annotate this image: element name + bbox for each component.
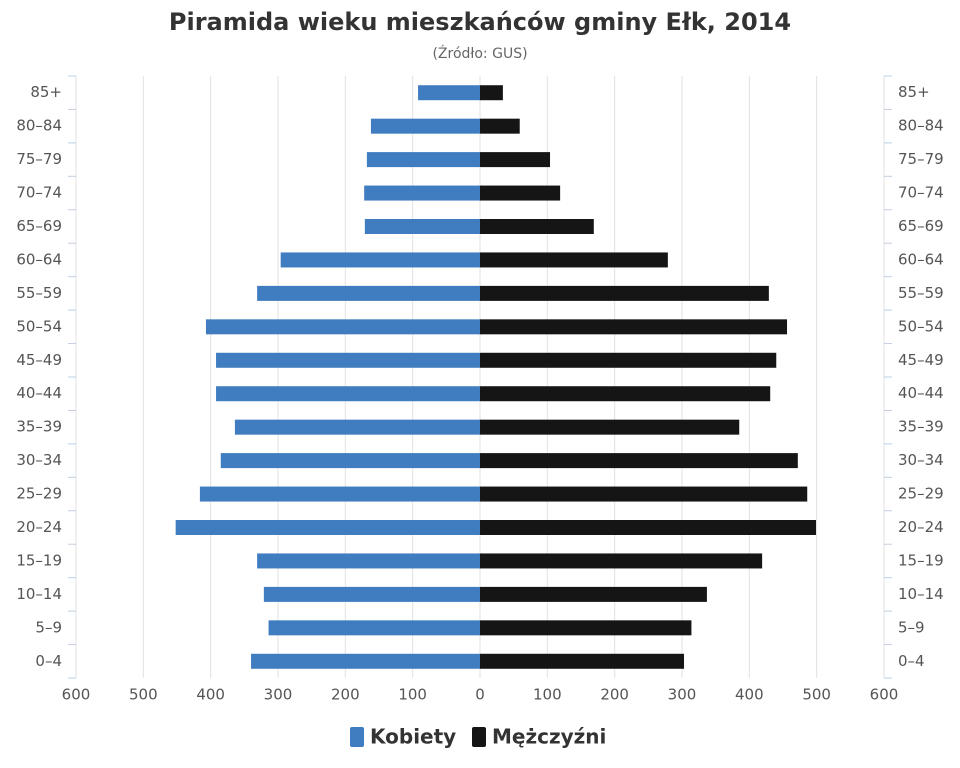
y-tick-label-right: 10–14	[898, 585, 944, 603]
y-tick-label: 85+	[30, 83, 62, 101]
y-tick-label: 60–64	[16, 250, 62, 268]
y-tick-label: 50–54	[16, 317, 62, 335]
bar	[480, 252, 668, 268]
bar	[418, 85, 480, 101]
bar	[216, 352, 480, 368]
y-tick-label-right: 50–54	[898, 317, 944, 335]
bar	[480, 386, 771, 402]
bar	[480, 185, 561, 201]
y-tick-label: 15–19	[16, 551, 62, 569]
bar	[480, 352, 777, 368]
bar	[480, 553, 763, 569]
y-tick-label-right: 80–84	[898, 117, 944, 135]
chart-title: Piramida wieku mieszkańców gminy Ełk, 20…	[169, 8, 791, 36]
y-tick-label: 25–29	[16, 485, 62, 503]
bar	[480, 453, 798, 469]
x-tick-label: 0	[475, 686, 485, 704]
chart-subtitle: (Źródło: GUS)	[432, 44, 527, 62]
y-tick-label: 55–59	[16, 284, 62, 302]
bar	[480, 586, 707, 602]
y-tick-label: 65–69	[16, 217, 62, 235]
x-tick-label: 100	[533, 686, 562, 704]
y-tick-label-right: 75–79	[898, 150, 944, 168]
bar	[480, 219, 594, 234]
bar	[280, 252, 480, 268]
bar	[257, 285, 480, 301]
bar	[480, 419, 740, 435]
y-tick-label: 35–39	[16, 418, 62, 436]
bar	[480, 486, 808, 502]
y-tick-label: 40–44	[16, 384, 62, 402]
legend-label[interactable]: Kobiety	[370, 725, 456, 749]
bar	[268, 620, 480, 636]
y-tick-label: 30–34	[16, 451, 62, 469]
y-tick-label-right: 20–24	[898, 518, 944, 536]
y-tick-label: 45–49	[16, 351, 62, 369]
y-tick-label-right: 65–69	[898, 217, 944, 235]
x-tick-label: 200	[600, 686, 629, 704]
x-tick-label: 600	[870, 686, 899, 704]
y-tick-label: 10–14	[16, 585, 62, 603]
bar	[175, 520, 481, 535]
legend-label[interactable]: Mężczyźni	[492, 725, 606, 749]
bar	[366, 152, 480, 168]
bar	[216, 386, 480, 402]
x-tick-label: 100	[398, 686, 427, 704]
y-tick-label-right: 70–74	[898, 184, 944, 202]
y-tick-label-right: 0–4	[898, 652, 925, 670]
y-tick-label-right: 60–64	[898, 250, 944, 268]
y-tick-label: 20–24	[16, 518, 62, 536]
x-tick-label: 400	[735, 686, 764, 704]
y-tick-label-right: 45–49	[898, 351, 944, 369]
y-tick-label: 80–84	[16, 117, 62, 135]
bar	[480, 85, 503, 101]
x-tick-label: 500	[129, 686, 158, 704]
legend-swatch[interactable]	[472, 727, 486, 747]
y-tick-label-right: 55–59	[898, 284, 944, 302]
y-tick-label-right: 15–19	[898, 551, 944, 569]
x-tick-label: 500	[802, 686, 831, 704]
bar	[220, 453, 480, 469]
bar	[480, 285, 769, 301]
y-tick-label-right: 5–9	[898, 618, 925, 636]
y-tick-label-right: 25–29	[898, 485, 944, 503]
bar	[251, 653, 480, 669]
bar	[480, 152, 551, 168]
bar	[205, 319, 480, 335]
y-tick-label: 75–79	[16, 150, 62, 168]
bar	[364, 185, 480, 201]
y-tick-label-right: 85+	[898, 83, 930, 101]
bar	[263, 586, 480, 602]
y-tick-label-right: 30–34	[898, 451, 944, 469]
x-tick-label: 300	[668, 686, 697, 704]
bar	[480, 653, 685, 669]
x-tick-label: 600	[62, 686, 91, 704]
bar	[480, 118, 520, 134]
y-tick-label: 70–74	[16, 184, 62, 202]
y-tick-label-right: 40–44	[898, 384, 944, 402]
x-tick-label: 400	[196, 686, 225, 704]
x-tick-label: 200	[331, 686, 360, 704]
y-tick-label-right: 35–39	[898, 418, 944, 436]
bar	[364, 219, 480, 234]
x-tick-label: 300	[264, 686, 293, 704]
bar	[370, 118, 480, 134]
y-tick-label: 5–9	[35, 618, 62, 636]
bar	[480, 319, 788, 335]
y-tick-label: 0–4	[35, 652, 62, 670]
bar	[199, 486, 481, 502]
bar	[257, 553, 480, 569]
legend-swatch[interactable]	[350, 727, 364, 747]
bar	[480, 520, 816, 535]
bar	[234, 419, 480, 435]
bar	[480, 620, 692, 636]
